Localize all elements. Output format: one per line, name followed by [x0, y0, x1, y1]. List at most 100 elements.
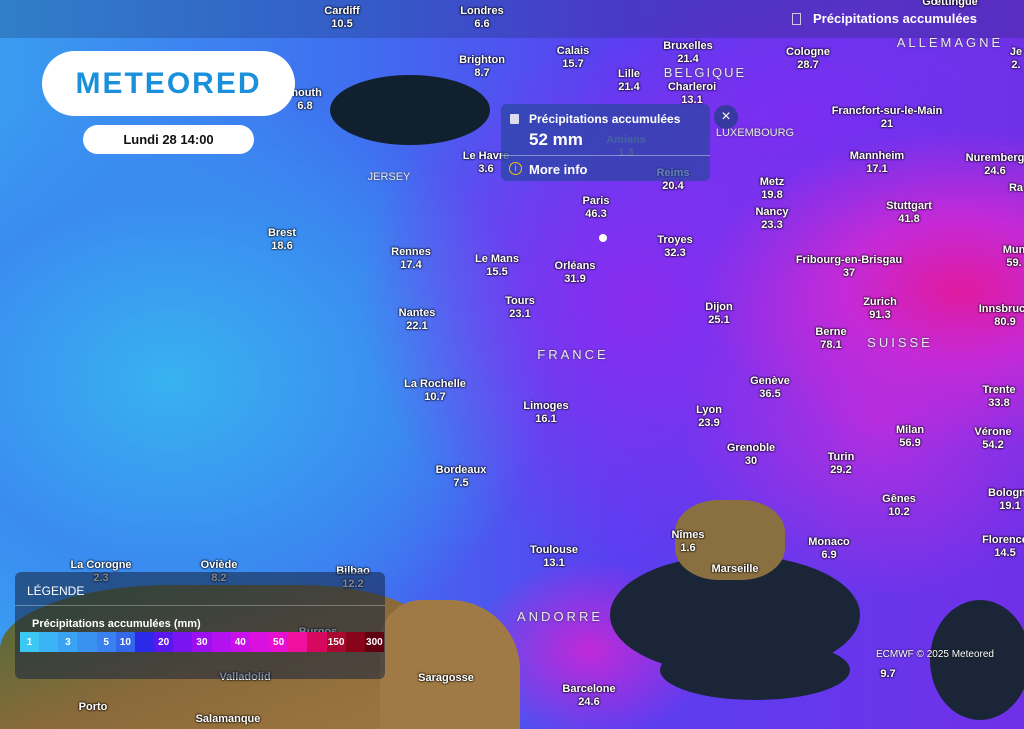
legend-step	[288, 632, 308, 652]
legend-step	[39, 632, 59, 652]
city-label[interactable]: Vérone 54.2	[974, 426, 1011, 452]
city-name: Rennes	[391, 246, 431, 258]
city-name: Paris	[582, 195, 610, 207]
city-name: Barcelone	[562, 683, 616, 695]
city-value: 30	[744, 455, 758, 467]
city-label[interactable]: Bologne19.1	[988, 487, 1024, 513]
city-label[interactable]: mouth 6.8	[288, 87, 322, 113]
city-value: 21	[880, 118, 894, 130]
city-label[interactable]: Troyes 32.3	[657, 234, 692, 260]
city-label[interactable]: Toulouse 13.1	[530, 544, 578, 570]
city-label[interactable]: Dijon 25.1	[705, 301, 733, 327]
city-value: 20.4	[662, 180, 684, 192]
city-label[interactable]: Bordeaux 7.5	[436, 464, 487, 490]
city-name: Brighton	[459, 54, 505, 66]
city-label[interactable]: Lyon 23.9	[696, 404, 722, 430]
city-label[interactable]: Cologne 28.7	[786, 46, 830, 72]
city-label[interactable]: Mannheim 17.1	[850, 150, 904, 176]
city-label[interactable]: Francfort-sur-le-Main 21	[832, 105, 943, 131]
more-info-link[interactable]: More info	[529, 162, 588, 177]
city-label[interactable]: Mun 59.	[1003, 244, 1024, 270]
city-label[interactable]: Marseille	[711, 563, 758, 576]
meteored-logo[interactable]: METEORED	[42, 51, 295, 116]
city-label[interactable]: Londres 6.6	[460, 5, 503, 31]
city-label[interactable]: Cardiff 10.5	[324, 5, 359, 31]
city-label[interactable]: Genève 36.5	[750, 375, 790, 401]
city-name: Nuremberg	[965, 152, 1024, 164]
city-label[interactable]: Bruxelles 21.4	[663, 40, 713, 66]
city-value: 1.6	[680, 542, 696, 554]
city-label[interactable]: Calais 15.7	[557, 45, 589, 71]
city-label[interactable]: Brighton 8.7	[459, 54, 505, 80]
city-label[interactable]: Brest 18.6	[268, 227, 296, 253]
city-label[interactable]: Barcelone 24.6	[562, 683, 615, 709]
city-label[interactable]: Metz 19.8	[760, 176, 784, 202]
city-label[interactable]: Stuttgart 41.8	[886, 200, 932, 226]
credit-text: ECMWF © 2025 Meteored	[876, 649, 994, 660]
land-spain-east	[380, 600, 520, 729]
city-label[interactable]: Saragosse	[418, 672, 474, 685]
city-label[interactable]: Milan 56.9	[896, 424, 924, 450]
city-name: Tours	[505, 295, 535, 307]
close-popup-button[interactable]: ×	[714, 105, 738, 129]
channel-clear-area	[330, 75, 490, 145]
city-label[interactable]: Tours 23.1	[505, 295, 535, 321]
city-label[interactable]: Florence 14.5	[982, 534, 1024, 560]
city-label[interactable]: Nuremberg 24.6	[966, 152, 1024, 178]
location-marker[interactable]	[599, 234, 607, 242]
country-label: LUXEMBOURG	[715, 127, 795, 139]
city-value: 59.	[1006, 257, 1022, 269]
city-value: 6.9	[821, 549, 837, 561]
info-popup: Précipitations accumulées 52 mm i More i…	[501, 104, 710, 181]
city-label[interactable]: Nancy 23.3	[755, 206, 788, 232]
city-label[interactable]: Je 2.	[1010, 46, 1022, 72]
city-name: Bologne	[988, 487, 1024, 499]
city-label[interactable]: Monaco 6.9	[808, 536, 850, 562]
legend-step: 150	[326, 632, 346, 652]
city-label[interactable]: Zurich 91.3	[863, 296, 897, 322]
city-label[interactable]: Gênes 10.2	[882, 493, 916, 519]
city-label[interactable]: Rennes 17.4	[391, 246, 431, 272]
city-label[interactable]: Nîmes 1.6	[671, 529, 704, 555]
country-label: SUISSE	[867, 335, 933, 350]
city-label[interactable]: Le Mans 15.5	[475, 253, 519, 279]
city-label[interactable]: Trente 33.8	[982, 384, 1015, 410]
city-label[interactable]: Orléans 31.9	[555, 260, 596, 286]
city-label[interactable]: Fribourg-en-Brisgau 37	[796, 254, 902, 280]
city-label[interactable]: Salamanque	[196, 713, 261, 726]
city-label[interactable]: Le Havre 3.6	[463, 150, 509, 176]
city-name: Fribourg-en-Brisgau	[795, 254, 903, 266]
city-value: 41.8	[898, 213, 920, 225]
city-label[interactable]: Grenoble 30	[727, 442, 775, 468]
city-value: 21.4	[618, 81, 640, 93]
country-label: ALLEMAGNE	[896, 35, 1004, 50]
city-name: Monaco	[808, 536, 850, 548]
city-value: 9.7	[880, 668, 896, 680]
city-label[interactable]: Porto	[79, 701, 108, 714]
city-label[interactable]: Ra	[1009, 182, 1023, 195]
info-icon[interactable]: i	[509, 162, 522, 175]
city-name: Nîmes	[671, 529, 705, 541]
city-label[interactable]: 9.7	[880, 668, 895, 681]
city-label[interactable]: Turin 29.2	[828, 451, 855, 477]
city-value: 31.9	[564, 273, 586, 285]
city-label[interactable]: La Rochelle 10.7	[404, 378, 466, 404]
date-time-badge: Lundi 28 14:00	[83, 125, 254, 154]
city-label[interactable]: Paris 46.3	[583, 195, 610, 221]
city-value: 10.7	[424, 391, 446, 403]
city-label[interactable]: Innsbruck80.9	[979, 303, 1024, 329]
layer-title: Précipitations accumulées	[792, 11, 977, 26]
country-label: ANDORRE	[516, 609, 604, 624]
city-value: 15.5	[486, 266, 508, 278]
legend-step	[345, 632, 365, 652]
city-label[interactable]: Limoges 16.1	[523, 400, 568, 426]
city-name: Milan	[895, 424, 925, 436]
city-label[interactable]: Lille 21.4	[618, 68, 640, 94]
city-label[interactable]: Charleroi 13.1	[668, 81, 716, 107]
city-label[interactable]: Nantes 22.1	[399, 307, 436, 333]
city-label[interactable]: Gœttingue	[922, 0, 978, 9]
city-value: 7.5	[453, 477, 469, 489]
sea-clear-area	[930, 600, 1024, 720]
city-label[interactable]: Berne 78.1	[815, 326, 846, 352]
city-value: 22.1	[406, 320, 428, 332]
